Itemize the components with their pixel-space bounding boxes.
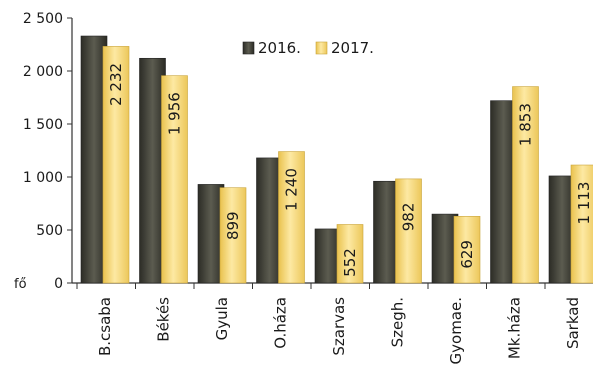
category-label-4: Szarvas	[330, 297, 348, 356]
y-axis-unit-label: fő	[14, 277, 27, 292]
data-label-5: 982	[400, 203, 418, 232]
legend-swatch-0	[242, 41, 255, 55]
y-tick-label: 0	[54, 276, 63, 292]
category-label-2: Gyula	[213, 297, 231, 340]
legend-swatch-1	[315, 41, 328, 55]
bar-2017-1	[161, 75, 188, 284]
category-label-7: Mk.háza	[506, 297, 524, 359]
category-label-6: Gyomae.	[447, 297, 465, 364]
bar-2017-6	[453, 216, 481, 284]
y-tick-label: 2 500	[23, 11, 63, 27]
data-label-4: 552	[341, 248, 359, 277]
bar-2017-3	[278, 151, 305, 284]
bar-2017-5	[395, 178, 422, 284]
bar-2017-0	[102, 46, 130, 284]
bar-2016-8	[548, 175, 576, 284]
bar-2016-3	[256, 157, 283, 284]
bar-2017-7	[512, 86, 539, 284]
y-tick-label: 1 000	[23, 170, 63, 186]
data-label-1: 1 956	[166, 92, 184, 135]
bar-2016-7	[490, 100, 517, 284]
legend-label-1: 2017.	[331, 39, 374, 57]
y-tick-label: 500	[36, 223, 63, 239]
category-label-8: Sarkad	[564, 297, 582, 349]
legend-label-0: 2016.	[258, 39, 301, 57]
data-label-6: 629	[458, 240, 476, 269]
bar-2016-1	[139, 57, 166, 284]
y-tick-label: 2 000	[23, 64, 63, 80]
category-label-1: Békés	[155, 297, 173, 342]
y-tick-label: 1 500	[23, 117, 63, 133]
data-label-0: 2 232	[107, 63, 125, 106]
bar-2016-5	[373, 180, 400, 284]
data-label-8: 1 113	[575, 182, 593, 225]
bar-2017-8	[570, 164, 593, 284]
data-label-3: 1 240	[283, 168, 301, 211]
bar-2017-2	[219, 187, 247, 284]
data-label-2: 899	[224, 211, 242, 240]
bar-2017-4	[336, 224, 364, 284]
category-label-5: Szegh.	[389, 297, 407, 347]
category-label-3: O.háza	[272, 297, 290, 349]
bar-2016-4	[314, 228, 342, 284]
bar-2016-0	[80, 35, 108, 284]
data-label-7: 1 853	[517, 103, 535, 146]
category-label-0: B.csaba	[96, 297, 114, 356]
